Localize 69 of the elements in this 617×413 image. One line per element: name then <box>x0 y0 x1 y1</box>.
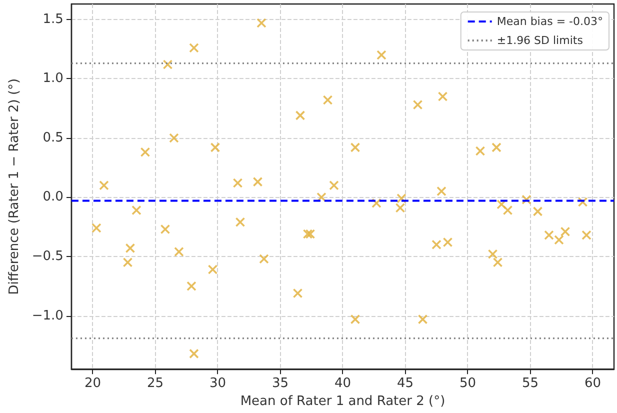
point <box>186 281 196 292</box>
point <box>189 348 199 359</box>
point <box>438 92 448 102</box>
x-tick-label: 20 <box>84 376 101 392</box>
x-tick-label: 60 <box>584 376 602 392</box>
point <box>208 264 218 274</box>
point <box>210 142 220 152</box>
x-tick-label: 40 <box>334 376 352 392</box>
point <box>252 176 263 187</box>
y-tick-label: 1.0 <box>42 71 64 86</box>
point <box>162 60 173 70</box>
point <box>372 198 382 208</box>
point <box>316 192 326 202</box>
point <box>418 314 428 324</box>
point <box>189 42 199 53</box>
point <box>502 205 513 216</box>
point <box>329 180 339 190</box>
x-tick-label: 55 <box>522 376 539 392</box>
point <box>132 205 142 216</box>
legend-label: Mean bias = -0.03° <box>496 15 604 28</box>
point <box>302 229 313 239</box>
y-tick-label: 0.5 <box>42 130 64 146</box>
y-tick-label: 0.0 <box>42 190 64 205</box>
point <box>232 178 243 188</box>
point <box>436 186 446 196</box>
point <box>295 110 306 120</box>
point <box>305 229 316 239</box>
point <box>488 249 498 260</box>
point <box>92 223 102 233</box>
y-axis-title: Difference (Rater 1 − Rater 2) (°) <box>7 78 22 295</box>
point <box>235 217 246 228</box>
point <box>322 95 333 105</box>
point <box>475 146 486 156</box>
x-tick-label: 35 <box>272 376 289 392</box>
x-tick-label: 50 <box>459 376 476 392</box>
point <box>554 234 564 245</box>
point <box>412 100 423 110</box>
point <box>160 224 170 234</box>
x-tick-label: 30 <box>209 376 226 392</box>
y-tick-label: −0.5 <box>32 248 64 264</box>
point <box>432 240 442 250</box>
point <box>99 180 109 190</box>
point <box>169 133 179 143</box>
y-tick-label: 1.5 <box>42 12 64 27</box>
point <box>350 142 360 152</box>
point <box>532 206 543 216</box>
point <box>492 258 503 268</box>
point <box>259 254 269 264</box>
point <box>350 314 360 324</box>
point <box>376 50 386 60</box>
point <box>442 237 453 248</box>
point <box>560 226 570 236</box>
point <box>492 142 502 152</box>
point <box>174 246 184 257</box>
point <box>140 147 150 158</box>
point <box>256 18 266 28</box>
point <box>496 199 506 210</box>
point <box>544 230 554 240</box>
legend-label: ±1.96 SD limits <box>496 34 584 47</box>
point <box>125 243 136 254</box>
point <box>582 230 592 240</box>
x-tick-label: 45 <box>396 376 414 392</box>
x-axis-title: Mean of Rater 1 and Rater 2 (°) <box>240 394 446 409</box>
point <box>292 288 303 298</box>
y-tick-label: −1.0 <box>32 308 64 324</box>
x-tick-label: 25 <box>146 376 164 392</box>
point <box>122 258 133 268</box>
point <box>522 194 532 204</box>
point <box>578 197 588 207</box>
